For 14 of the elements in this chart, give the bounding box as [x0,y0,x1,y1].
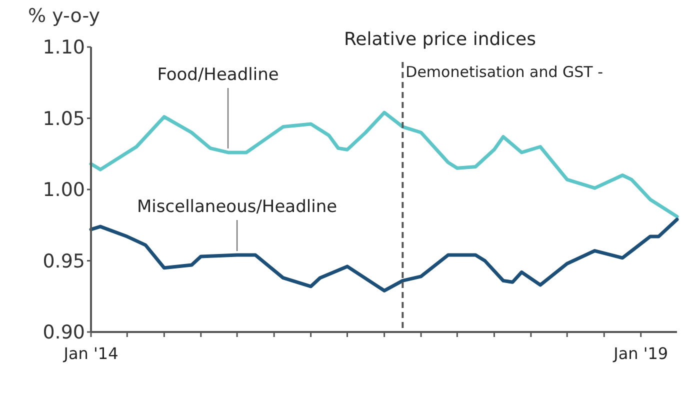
line-series [89,218,679,292]
y-axis-title: % y-o-y [28,5,100,27]
line-series [89,110,679,218]
y-tick-label: 0.90 [42,322,85,344]
y-tick-label: 1.00 [42,179,85,202]
chart-title: Relative price indices [344,29,536,50]
y-tick-label: 0.95 [42,250,85,272]
x-tick-label: Jan '14 [62,344,118,363]
y-tick-label: 1.10 [42,36,85,59]
series-label: Miscellaneous/Headline [137,197,338,217]
ref-line-label: Demonetisation and GST - [406,63,604,81]
y-tick-label: 1.05 [42,108,85,130]
x-tick-label: Jan '19 [612,344,668,363]
series-label: Food/Headline [157,65,279,85]
